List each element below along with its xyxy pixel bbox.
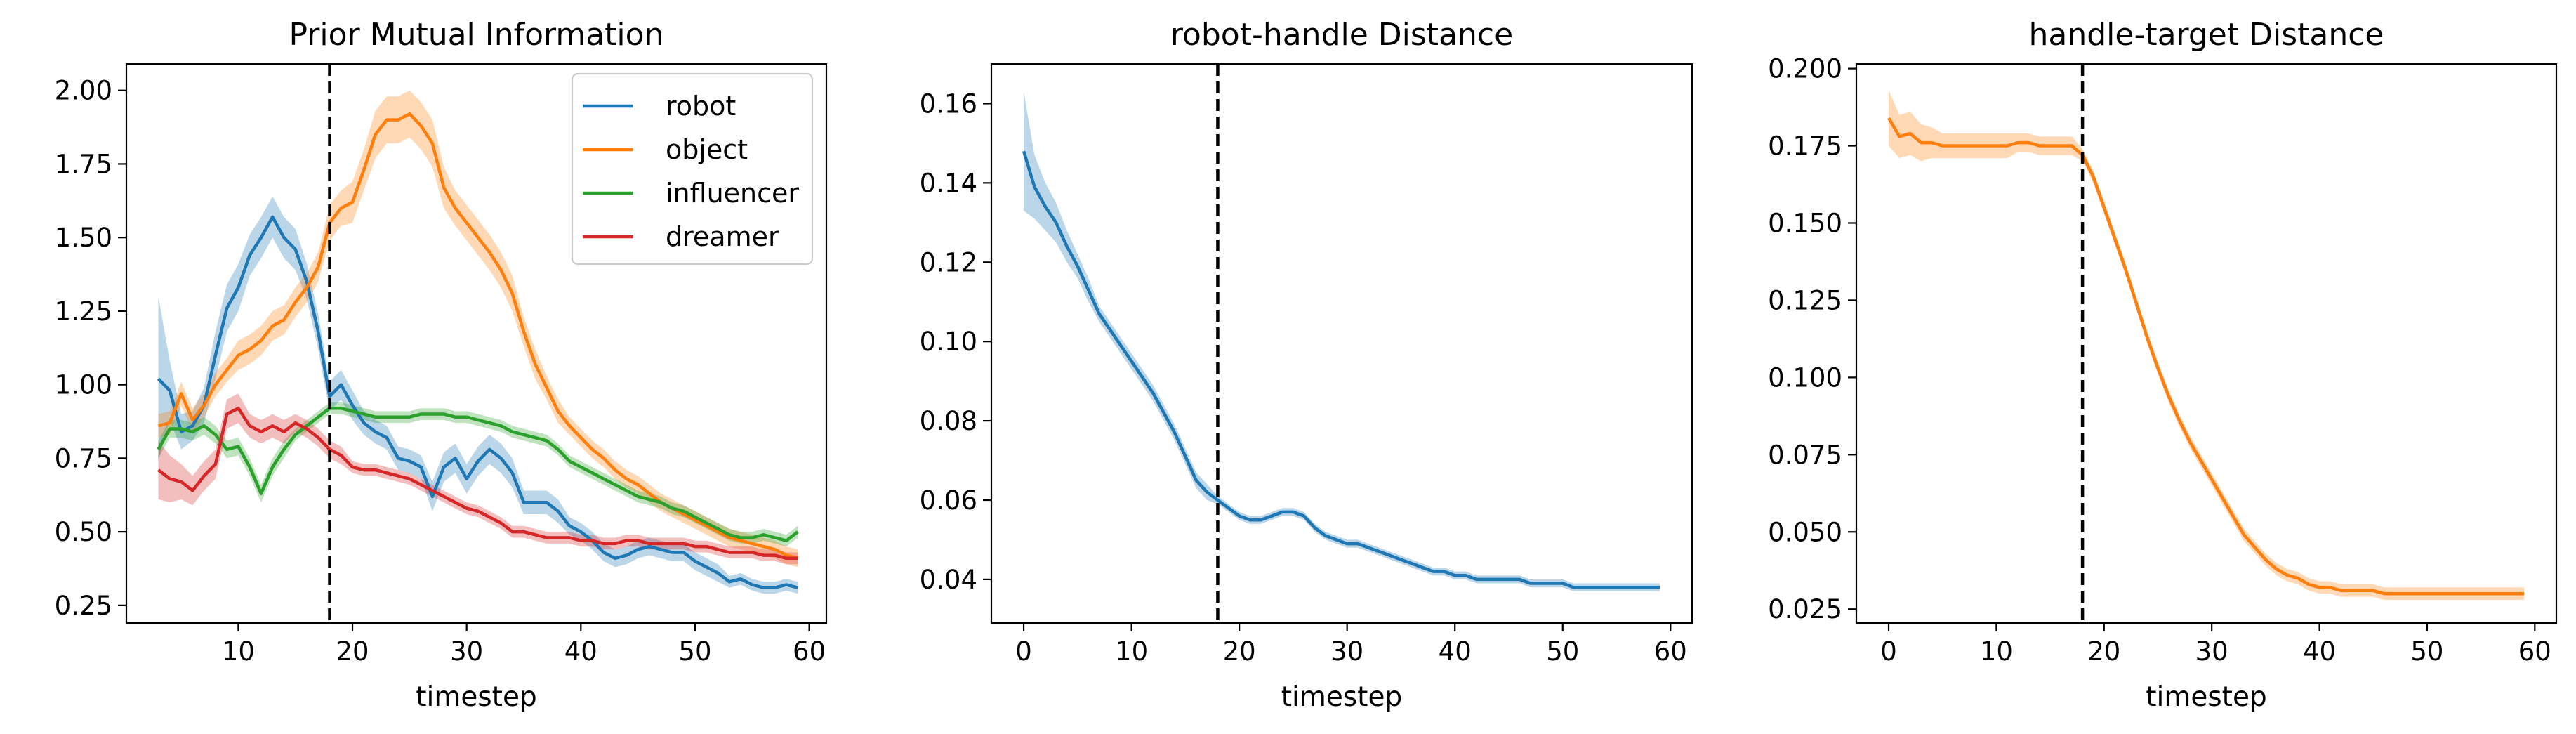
y-tick-label: 0.100 (1768, 362, 1842, 393)
y-tick-label: 0.50 (55, 517, 112, 547)
x-axis-label: timestep (416, 681, 536, 713)
y-tick-label: 0.08 (920, 406, 977, 436)
series-line-robot (157, 215, 798, 589)
x-tick-label: 20 (2087, 636, 2120, 667)
legend-label-dreamer: dreamer (666, 221, 779, 252)
x-tick-label: 50 (678, 636, 711, 667)
x-tick-label: 60 (2518, 636, 2551, 667)
legend-box (571, 72, 814, 266)
plot-area (157, 64, 799, 623)
x-tick-label: 40 (2303, 636, 2336, 667)
x-tick-label: 30 (450, 636, 483, 667)
axes-frame (125, 63, 828, 624)
chart-title: Prior Mutual Information (289, 17, 664, 53)
band-object (158, 90, 798, 568)
y-tick-label: 0.10 (920, 327, 977, 357)
y-tick-label: 0.04 (920, 565, 977, 595)
y-tick-label: 0.150 (1768, 208, 1842, 238)
plot-area (1887, 64, 2524, 623)
y-tick-label: 0.075 (1768, 440, 1842, 470)
y-tick-label: 0.200 (1768, 54, 1842, 84)
legend-label-object: object (666, 134, 748, 165)
x-tick-label: 50 (1546, 636, 1579, 667)
x-axis-label: timestep (2146, 681, 2266, 713)
band-influencer (158, 402, 798, 547)
x-tick-label: 0 (1880, 636, 1897, 667)
y-tick-label: 1.00 (55, 370, 112, 400)
x-tick-label: 0 (1015, 636, 1032, 667)
legend: robot object influencer dreamer (571, 72, 814, 266)
series-line-object (157, 112, 798, 560)
x-tick-label: 40 (564, 636, 597, 667)
x-tick-label: 30 (2195, 636, 2228, 667)
y-tick-label: 1.50 (55, 223, 112, 253)
x-tick-label: 10 (1115, 636, 1148, 667)
y-tick-label: 0.025 (1768, 594, 1842, 624)
chart-panel-2: 0 10 20 30 40 50 60 0.04 0.06 0.08 0.10 0.12 0.14 0.1… (920, 17, 1693, 713)
y-tick-label: 2.00 (55, 76, 112, 106)
y-tick-label: 0.050 (1768, 517, 1842, 547)
x-tick-label: 50 (2410, 636, 2443, 667)
y-tick-label: 0.06 (920, 485, 977, 516)
x-tick-label: 10 (222, 636, 255, 667)
series-line-dreamer (157, 406, 798, 561)
series-line-object (1887, 117, 2524, 596)
x-tick-label: 20 (1223, 636, 1256, 667)
chart-panel-3: 0 10 20 30 40 50 60 0.025 0.050 0.075 0.100 0.125 0.… (1768, 17, 2558, 713)
series-line-robot (1022, 150, 1660, 589)
y-tick-label: 0.175 (1768, 131, 1842, 162)
x-tick-label: 30 (1330, 636, 1363, 667)
legend-label-robot: robot (666, 91, 736, 122)
chart-title: robot-handle Distance (1170, 17, 1513, 53)
y-tick-label: 0.14 (920, 168, 977, 198)
plot-area (1022, 64, 1660, 623)
y-tick-label: 0.12 (920, 247, 977, 277)
legend-label-influencer: influencer (666, 178, 799, 209)
y-tick-label: 0.16 (920, 89, 977, 119)
x-tick-label: 60 (1654, 636, 1687, 667)
y-tick-label: 1.25 (55, 296, 112, 327)
y-tick-label: 0.125 (1768, 285, 1842, 315)
x-tick-label: 10 (1980, 636, 2013, 667)
chart-title: handle-target Distance (2029, 17, 2384, 53)
y-tick-label: 0.25 (55, 591, 112, 621)
chart-panel-1: 10 20 30 40 50 60 0.25 0.50 0.75 1.00 1.25 1.50 1.75… (55, 17, 828, 713)
axes-frame (1855, 63, 2558, 624)
x-axis-label: timestep (1281, 681, 1402, 713)
axes-frame (990, 63, 1693, 624)
x-tick-label: 60 (793, 636, 826, 667)
y-tick-label: 0.75 (55, 443, 112, 473)
band-object (1889, 90, 2524, 600)
x-tick-label: 20 (336, 636, 369, 667)
series-line-influencer (157, 406, 799, 542)
y-tick-label: 1.75 (55, 149, 112, 179)
x-tick-label: 40 (1439, 636, 1472, 667)
